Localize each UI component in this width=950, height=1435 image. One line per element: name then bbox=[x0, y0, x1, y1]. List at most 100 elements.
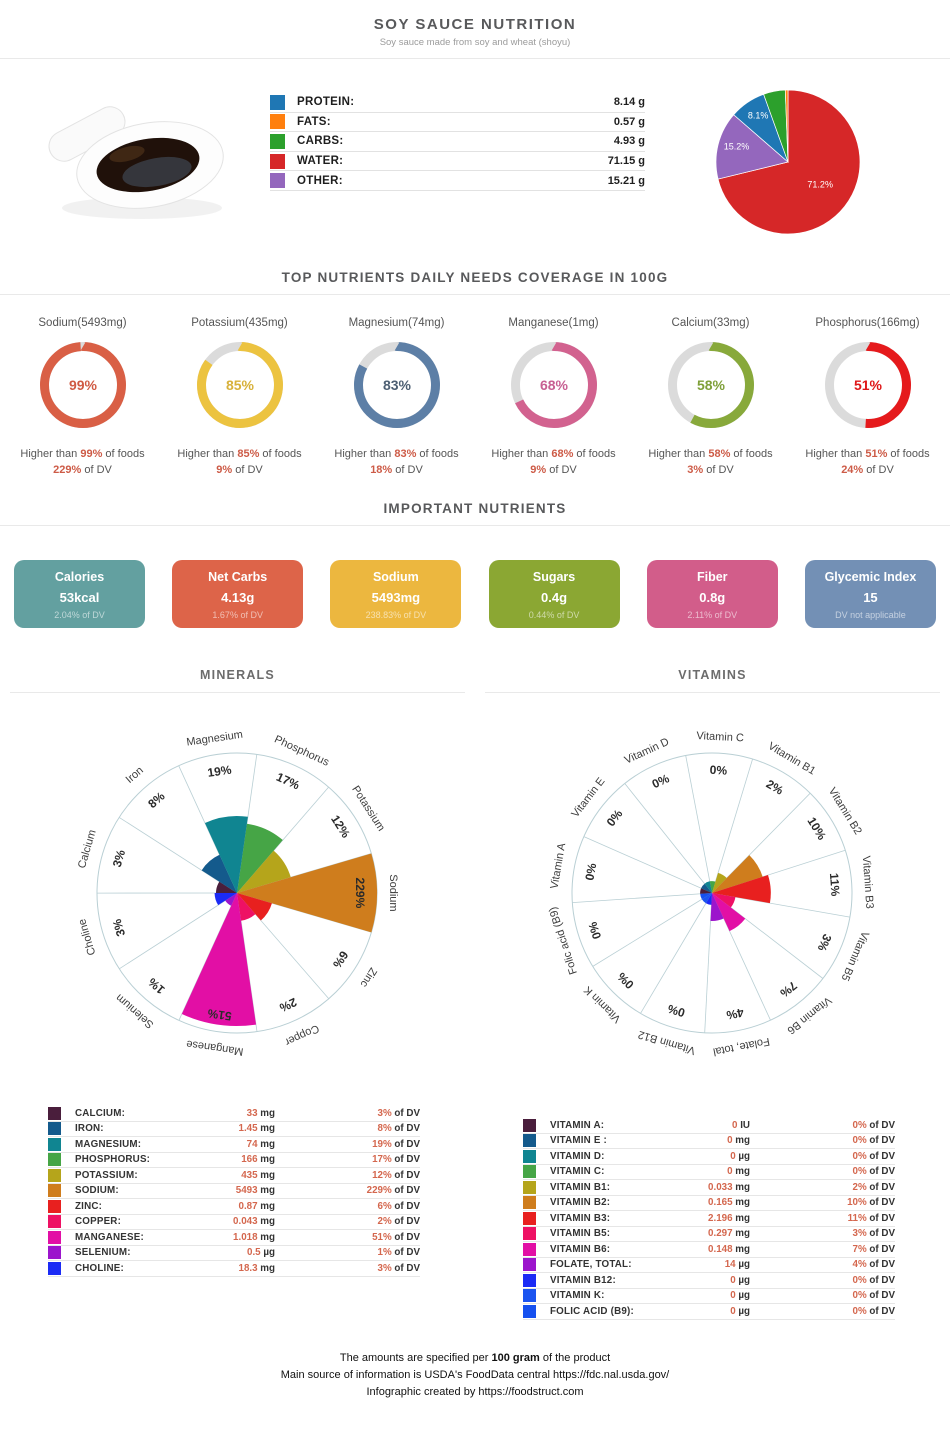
dv-percent: 0% bbox=[852, 1119, 867, 1131]
table-row: MANGANESE: 1.018 mg 51% of DV bbox=[48, 1230, 420, 1246]
polar-grid-line bbox=[178, 892, 238, 1021]
table-row: CALCIUM: 33 mg 3% of DV bbox=[48, 1106, 420, 1122]
nutrient-name: COPPER: bbox=[75, 1216, 122, 1228]
polar-wedge-vitamin-e bbox=[701, 883, 712, 893]
nutrient-amount: 33 mg bbox=[246, 1107, 275, 1119]
polar-percent-label: 0% bbox=[709, 763, 727, 778]
donut-arc bbox=[196, 342, 283, 428]
polar-percent-label: 19% bbox=[207, 763, 233, 780]
nutrient-amount: 18.3 mg bbox=[238, 1262, 276, 1274]
amount-value: 18.3 bbox=[238, 1262, 258, 1274]
coverage-dv-note: 18% of DV bbox=[370, 464, 423, 476]
amount-value: 0 bbox=[727, 1166, 733, 1178]
nutrient-name: VITAMIN A: bbox=[550, 1119, 605, 1131]
donut-arc bbox=[510, 342, 597, 428]
nutrient-name: SELENIUM: bbox=[75, 1247, 131, 1259]
macro-value: 71.15 g bbox=[607, 155, 645, 168]
amount-value: 0 bbox=[727, 1135, 733, 1147]
polar-wedge-vitamin-b5 bbox=[712, 893, 736, 908]
polar-wedge-zinc bbox=[237, 893, 272, 921]
coverage-foods-pct: 85% bbox=[237, 448, 260, 460]
legend-color-swatch bbox=[523, 1211, 536, 1225]
pie-slice-other bbox=[715, 114, 789, 180]
macro-color-swatch bbox=[270, 173, 285, 189]
polar-wedge-phosphorus bbox=[237, 823, 283, 893]
coverage-nutrient-title: Sodium(5493mg) bbox=[38, 317, 127, 329]
dv-percent: 3% bbox=[377, 1107, 392, 1119]
macro-color-swatch bbox=[270, 114, 285, 130]
polar-grid-line bbox=[572, 892, 713, 903]
table-row: IRON: 1.45 mg 8% of DV bbox=[48, 1122, 420, 1137]
dv-percent: 229% bbox=[366, 1185, 392, 1197]
amount-value: 166 bbox=[241, 1154, 258, 1166]
macro-legend-list: PROTEIN: 8.14 g FATS: 0.57 g CARBS: 4.93 g WAT… bbox=[270, 93, 645, 191]
amount-value: 14 bbox=[724, 1259, 736, 1271]
legend-color-swatch bbox=[523, 1134, 536, 1148]
polar-percent-label: 0% bbox=[604, 807, 626, 830]
macro-row: CARBS: 4.93 g bbox=[270, 132, 645, 152]
table-row: SELENIUM: 0.5 µg 1% of DV bbox=[48, 1246, 420, 1261]
legend-color-swatch bbox=[523, 1273, 536, 1287]
legend-color-swatch bbox=[523, 1180, 536, 1194]
footer-line-source: Main source of information is USDA's Foo… bbox=[280, 1368, 670, 1381]
polar-axis-label: Iron bbox=[124, 764, 146, 786]
nutrient-name: SODIUM: bbox=[75, 1185, 119, 1197]
table-row: VITAMIN B6: 0.148 mg 7% of DV bbox=[523, 1242, 895, 1258]
polar-percent-label: 2% bbox=[764, 777, 786, 798]
amount-value: 0 bbox=[730, 1150, 736, 1162]
amount-value: 0 bbox=[730, 1305, 736, 1317]
polar-wedge-folate-total bbox=[710, 893, 724, 921]
table-row: VITAMIN B5: 0.297 mg 3% of DV bbox=[523, 1227, 895, 1242]
polar-wedge-copper bbox=[237, 893, 256, 921]
nutrient-amount: 0 µg bbox=[730, 1274, 750, 1286]
legend-color-swatch bbox=[48, 1168, 61, 1182]
card-dv-note: 1.67% of DV bbox=[212, 610, 263, 620]
important-nutrients-row: Calories 53kcal 2.04% of DV Net Carbs 4.13g 1… bbox=[0, 526, 950, 654]
polar-percent-label: 7% bbox=[777, 978, 800, 1000]
table-row: VITAMIN A: 0 IU 0% of DV bbox=[523, 1118, 895, 1134]
card-value: 15 bbox=[863, 590, 878, 605]
nutrient-name: FOLATE, TOTAL: bbox=[550, 1259, 632, 1271]
polar-percent-label: 2% bbox=[277, 995, 299, 1015]
dv-percent: 12% bbox=[372, 1169, 392, 1181]
nutrient-dv: 10% of DV bbox=[847, 1197, 895, 1209]
polar-axis-label: Vitamin K bbox=[581, 983, 623, 1025]
table-row: ZINC: 0.87 mg 6% of DV bbox=[48, 1199, 420, 1215]
polar-wedge-folic-acid-b9- bbox=[700, 893, 712, 900]
nutrient-dv: 12% of DV bbox=[372, 1169, 420, 1181]
macro-label: WATER: bbox=[297, 155, 344, 168]
polar-percent-label: 12% bbox=[328, 813, 353, 841]
minerals-table: CALCIUM: 33 mg 3% of DV IRON: 1.45 mg 8% of D… bbox=[48, 1106, 420, 1277]
pie-slice-label: 8.1% bbox=[747, 110, 768, 120]
legend-color-swatch bbox=[523, 1149, 536, 1163]
nutrient-name: IRON: bbox=[75, 1123, 104, 1135]
polar-grid-line bbox=[119, 892, 238, 970]
polar-grid-line bbox=[583, 836, 713, 894]
polar-axis-label: Choline bbox=[76, 917, 98, 956]
nutrient-amount: 0 µg bbox=[730, 1305, 750, 1317]
nutrient-card: Glycemic Index 15 DV not applicable bbox=[804, 560, 936, 628]
donut-arc bbox=[39, 342, 126, 428]
nutrient-dv: 2% of DV bbox=[852, 1181, 895, 1193]
dv-percent: 11% bbox=[847, 1212, 867, 1224]
polar-wedge-potassium bbox=[237, 850, 291, 893]
card-dv-note: 0.44% of DV bbox=[528, 610, 580, 620]
dv-percent: 0% bbox=[852, 1274, 867, 1286]
coverage-foods-note: Higher than 68% of foods bbox=[491, 448, 616, 460]
nutrient-amount: 166 mg bbox=[241, 1154, 275, 1166]
amount-value: 0.043 bbox=[233, 1216, 258, 1228]
macro-value: 15.21 g bbox=[607, 174, 645, 187]
nutrient-name: POTASSIUM: bbox=[75, 1169, 138, 1181]
polar-axis-label: Vitamin B1 bbox=[766, 740, 818, 777]
card-title: Net Carbs bbox=[208, 570, 268, 584]
nutrient-name: VITAMIN B5: bbox=[550, 1228, 611, 1240]
coverage-item: Sodium(5493mg) 99% Higher than 99% of food… bbox=[4, 317, 161, 476]
coverage-heading: TOP NUTRIENTS DAILY NEEDS COVERAGE IN 10… bbox=[0, 259, 950, 295]
macro-label: OTHER: bbox=[297, 174, 343, 187]
table-row: MAGNESIUM: 74 mg 19% of DV bbox=[48, 1137, 420, 1153]
nutrient-name: ZINC: bbox=[75, 1200, 103, 1212]
legend-color-swatch bbox=[523, 1227, 536, 1241]
macro-color-swatch bbox=[270, 94, 285, 110]
coverage-foods-note: Higher than 99% of foods bbox=[20, 448, 145, 460]
pie-slice-fats bbox=[784, 89, 788, 163]
